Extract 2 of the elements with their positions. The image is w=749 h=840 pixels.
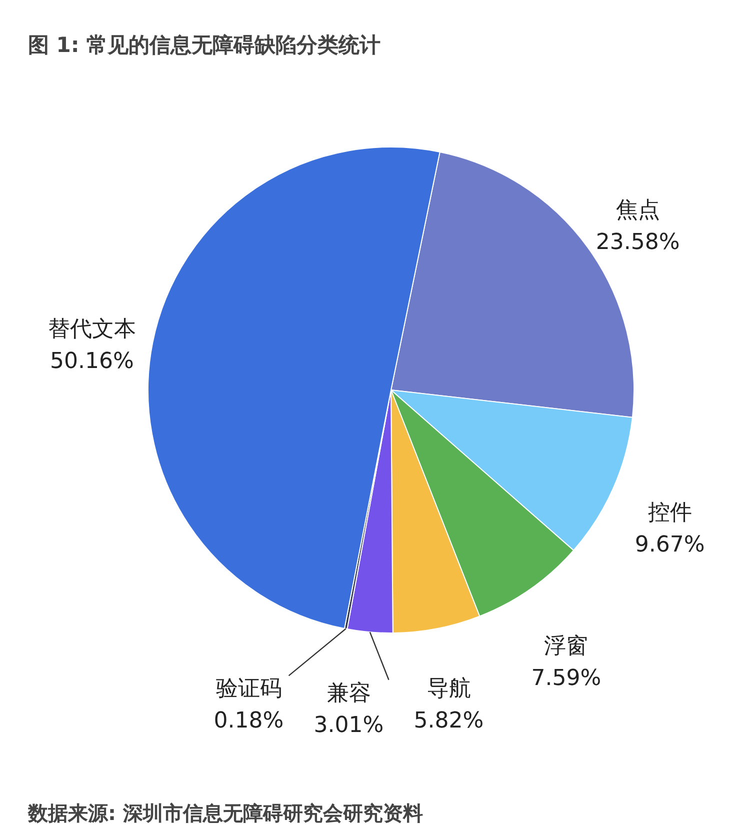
- annotation: 数据来源: 深圳市信息无障碍研究会研究资料: [28, 801, 423, 825]
- title: 图 1: 常见的信息无障碍缺陷分类统计: [28, 33, 381, 57]
